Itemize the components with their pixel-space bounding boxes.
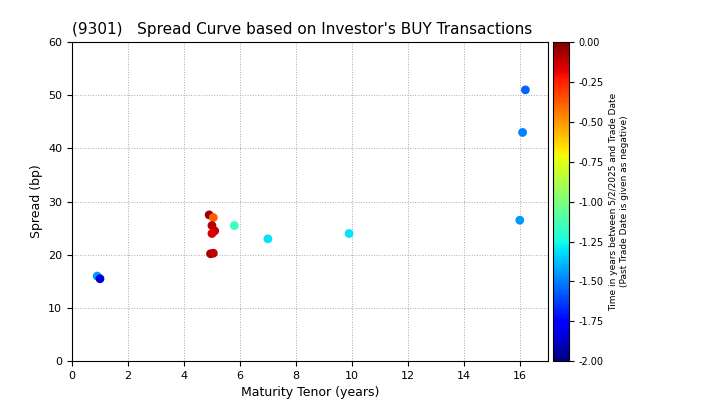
Point xyxy=(228,222,240,229)
Point xyxy=(203,212,215,218)
Point xyxy=(514,217,526,223)
Point xyxy=(209,228,220,234)
Point xyxy=(207,214,219,221)
Point xyxy=(343,230,355,237)
Point xyxy=(94,276,106,282)
X-axis label: Maturity Tenor (years): Maturity Tenor (years) xyxy=(240,386,379,399)
Y-axis label: Spread (bp): Spread (bp) xyxy=(30,165,42,239)
Point xyxy=(207,250,219,257)
Point xyxy=(91,273,103,279)
Point xyxy=(206,230,217,237)
Point xyxy=(517,129,528,136)
Point xyxy=(206,222,217,229)
Point xyxy=(262,236,274,242)
Point xyxy=(204,250,216,257)
Point xyxy=(520,87,531,93)
Y-axis label: Time in years between 5/2/2025 and Trade Date
(Past Trade Date is given as negat: Time in years between 5/2/2025 and Trade… xyxy=(609,92,629,311)
Text: (9301)   Spread Curve based on Investor's BUY Transactions: (9301) Spread Curve based on Investor's … xyxy=(72,22,532,37)
